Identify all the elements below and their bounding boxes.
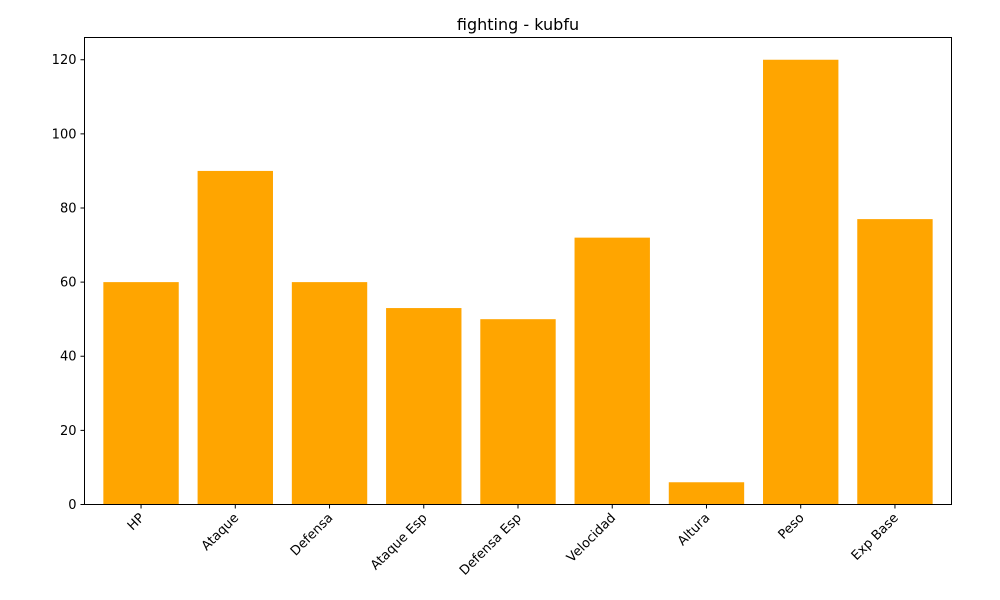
bars-group — [103, 59, 933, 505]
y-tick-label: 100 — [52, 127, 77, 142]
x-tick-label: Altura — [675, 511, 713, 549]
y-tick-label: 40 — [60, 350, 77, 365]
y-tick-label: 20 — [60, 424, 77, 439]
y-tick-label: 80 — [60, 201, 77, 216]
bar-ataque — [197, 170, 273, 505]
bar-altura — [668, 482, 745, 505]
x-tick-label: Defensa — [288, 511, 336, 559]
y-tick-label: 60 — [60, 276, 77, 291]
x-tick-label: Velocidad — [564, 511, 619, 566]
bar-exp-base — [857, 219, 933, 505]
x-tick-label: Peso — [776, 511, 808, 543]
bar-defensa — [291, 282, 368, 505]
y-axis: 0 20 40 60 80 100 120 — [52, 53, 85, 513]
x-tick-label: Defensa Esp — [457, 511, 525, 579]
bar-peso — [763, 59, 839, 505]
bar-hp — [103, 282, 179, 505]
x-tick-label: Ataque Esp — [368, 511, 431, 574]
chart-title: fighting - kubfu — [457, 15, 579, 34]
bar-velocidad — [574, 237, 650, 505]
x-tick-label: Ataque — [199, 511, 242, 554]
y-tick-label: 0 — [68, 498, 76, 513]
y-tick-label: 120 — [52, 53, 77, 68]
x-tick-label: HP — [125, 511, 148, 534]
bar-ataque-esp — [386, 308, 462, 505]
bar-defensa-esp — [480, 319, 556, 505]
plot-frame — [84, 37, 952, 505]
x-axis: HP Ataque Defensa Ataque Esp Defensa Esp Velo… — [125, 504, 902, 579]
x-tick-label: Exp Base — [849, 511, 902, 564]
